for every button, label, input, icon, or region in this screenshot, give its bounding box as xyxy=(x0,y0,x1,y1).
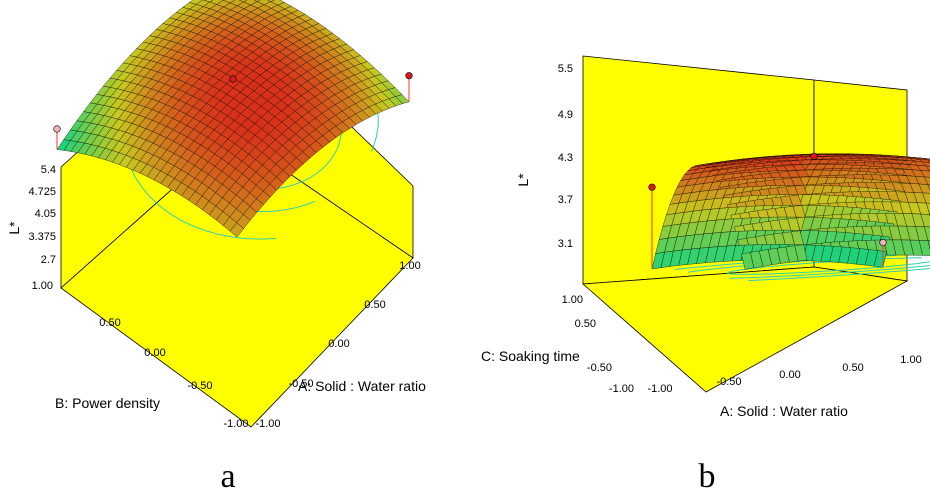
panel-a-y-tick: -1.00 xyxy=(223,418,248,430)
surface-cell xyxy=(927,184,930,191)
panel-a-x-tick: 0.00 xyxy=(328,338,349,350)
panel-a-z-tick: 3.375 xyxy=(28,231,56,243)
design-point xyxy=(405,72,413,80)
panel-a-y-tick: 0.00 xyxy=(144,347,165,359)
panel-a-z-tick: 2.7 xyxy=(41,254,56,266)
panel-a-x-ticks: -1.00 -0.50 0.00 0.50 1.00 xyxy=(255,260,420,430)
panel-a-points xyxy=(53,72,413,150)
design-point xyxy=(879,238,887,247)
panel-a: 5.4 4.725 4.05 3.375 2.7 L* 1.00 0.50 0.… xyxy=(6,0,426,493)
panel-b-z-tick: 4.3 xyxy=(558,152,573,164)
panel-a-y-tick: 1.00 xyxy=(32,280,53,292)
panel-b-label: b xyxy=(699,458,716,493)
panel-b-z-tick: 3.7 xyxy=(558,194,573,206)
surface-cell xyxy=(651,252,665,270)
panel-b-z-tick: 5.5 xyxy=(558,63,573,75)
panel-b-x-tick: 1.00 xyxy=(900,354,921,366)
panel-b: 5.5 4.9 4.3 3.7 3.1 L* 1.00 0.50 -0.50 -… xyxy=(481,55,930,493)
surface-cell xyxy=(927,159,930,162)
panel-a-z-label: L* xyxy=(6,221,22,235)
panel-b-x-tick: 0.00 xyxy=(779,369,800,381)
surface-cell xyxy=(229,222,244,238)
panel-b-x-tick: 0.50 xyxy=(842,362,863,374)
panel-b-y-label: C: Soaking time xyxy=(481,348,580,364)
panel-b-x-tick: -1.00 xyxy=(647,383,672,395)
design-point xyxy=(53,125,61,133)
design-point xyxy=(229,75,237,83)
surface-cell xyxy=(741,252,755,270)
panel-a-x-label: A: Solid : Water ratio xyxy=(298,378,426,394)
panel-a-z-ticks: 5.4 4.725 4.05 3.375 2.7 xyxy=(28,164,56,266)
surface-cell xyxy=(918,240,930,256)
panel-b-y-ticks: 1.00 0.50 -0.50 -1.00 xyxy=(562,294,634,395)
panel-b-x-tick: -0.50 xyxy=(716,376,741,388)
panel-b-y-tick: -1.00 xyxy=(609,383,634,395)
panel-b-x-ticks: -1.00 -0.50 0.00 0.50 1.00 xyxy=(647,354,921,395)
design-point xyxy=(810,152,818,160)
panel-b-floor xyxy=(582,266,909,393)
panel-a-surface xyxy=(56,0,410,238)
panel-b-z-tick: 3.1 xyxy=(558,238,573,250)
panel-a-z-tick: 4.725 xyxy=(28,186,56,198)
panel-b-z-tick: 4.9 xyxy=(558,109,573,121)
panel-b-z-ticks: 5.5 4.9 4.3 3.7 3.1 xyxy=(558,63,573,250)
panel-a-y-tick: 0.50 xyxy=(99,317,120,329)
panel-a-y-ticks: 1.00 0.50 0.00 -0.50 -1.00 xyxy=(32,280,249,430)
panel-b-y-tick: 1.00 xyxy=(562,294,583,306)
panel-a-x-tick: -0.50 xyxy=(288,378,313,390)
panel-b-y-tick: -0.50 xyxy=(587,362,612,374)
panel-a-x-tick: 0.50 xyxy=(364,299,385,311)
panel-a-z-tick: 4.05 xyxy=(35,208,56,220)
panel-b-y-tick: 0.50 xyxy=(575,318,596,330)
panel-b-points xyxy=(648,152,887,269)
panel-b-x-label: A: Solid : Water ratio xyxy=(720,403,848,419)
panel-a-y-label: B: Power density xyxy=(55,395,160,411)
panel-b-surface xyxy=(651,153,930,270)
panel-a-z-tick: 5.4 xyxy=(41,164,56,176)
design-point xyxy=(648,183,656,191)
panel-a-x-tick: 1.00 xyxy=(399,260,420,272)
panel-a-y-tick: -0.50 xyxy=(187,380,212,392)
panel-b-z-label: L* xyxy=(515,173,531,187)
panel-a-x-tick: -1.00 xyxy=(255,418,280,430)
panel-a-label: a xyxy=(220,458,235,493)
